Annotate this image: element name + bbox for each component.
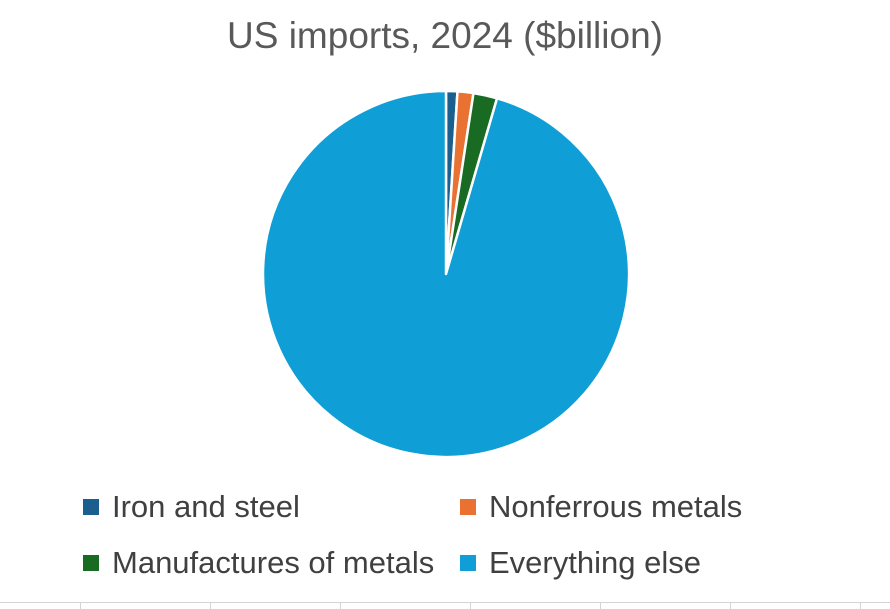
legend-label-manufactures-of-metals: Manufactures of metals: [112, 545, 435, 580]
pie-slice-everything-else: [261, 89, 631, 459]
spreadsheet-gridline: [0, 602, 890, 609]
grid-tick: [470, 603, 471, 609]
grid-tick: [600, 603, 601, 609]
legend-item-nonferrous-metals: Nonferrous metals: [460, 489, 742, 525]
legend-swatch-nonferrous-metals: [460, 499, 476, 515]
legend-item-manufactures-of-metals: Manufactures of metals: [83, 545, 434, 581]
legend-label-everything-else: Everything else: [489, 545, 701, 580]
grid-tick: [730, 603, 731, 609]
grid-tick: [210, 603, 211, 609]
legend-label-iron-and-steel: Iron and steel: [112, 489, 300, 524]
legend-label-nonferrous-metals: Nonferrous metals: [489, 489, 743, 524]
grid-tick: [80, 603, 81, 609]
grid-tick: [340, 603, 341, 609]
legend-swatch-manufactures-of-metals: [83, 555, 99, 571]
legend-item-iron-and-steel: Iron and steel: [83, 489, 300, 525]
legend-swatch-iron-and-steel: [83, 499, 99, 515]
legend-item-everything-else: Everything else: [460, 545, 701, 581]
chart-title: US imports, 2024 ($billion): [227, 15, 663, 56]
legend-swatch-everything-else: [460, 555, 476, 571]
grid-tick: [860, 603, 861, 609]
